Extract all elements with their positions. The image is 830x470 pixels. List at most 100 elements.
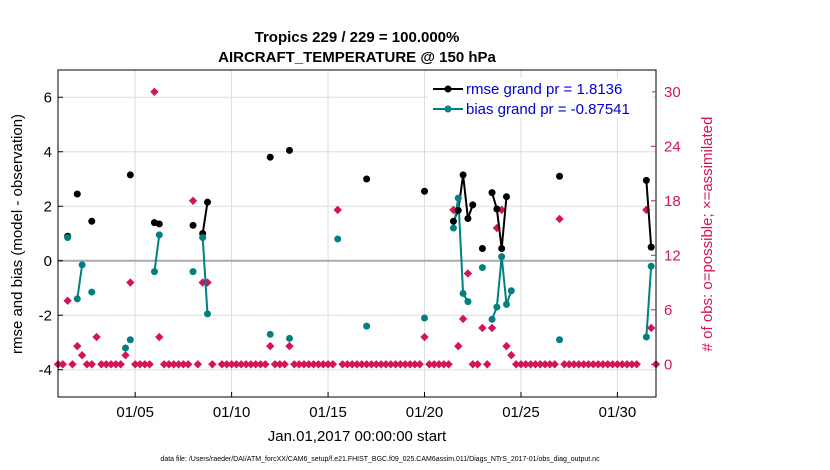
obs-count-point (319, 360, 328, 369)
bias-point (642, 333, 650, 341)
bias-point (189, 268, 197, 276)
obs-count-point (309, 360, 318, 369)
obs-count-point (372, 360, 381, 369)
rmse-point (266, 153, 274, 161)
rmse-point (469, 201, 477, 209)
obs-count-point (77, 351, 87, 360)
x-tick-label: 01/25 (502, 404, 540, 421)
obs-count-point (338, 360, 347, 369)
obs-count-point (328, 360, 338, 369)
obs-count-point (391, 360, 400, 369)
rmse-point (503, 193, 510, 201)
bias-point (266, 330, 274, 338)
rmse-point (478, 244, 486, 252)
bias-point (493, 303, 501, 311)
bias-point (503, 300, 510, 308)
obs-count-point (545, 360, 555, 369)
obs-count-point (449, 205, 458, 215)
x-tick-label: 01/05 (116, 404, 154, 421)
obs-count-point (420, 332, 429, 342)
rmse-point (493, 205, 501, 213)
bias-line-segment (76, 264, 84, 300)
bias-point (459, 289, 467, 297)
obs-count-point (603, 360, 612, 369)
obs-count-point (193, 360, 203, 369)
obs-count-point (208, 360, 217, 369)
obs-count-point (386, 360, 395, 369)
obs-count-point (222, 360, 231, 369)
obs-count-point (261, 360, 270, 369)
series-markers (64, 146, 655, 352)
rmse-point (454, 206, 462, 214)
obs-count-point (598, 360, 608, 369)
obs-count-point (574, 360, 584, 369)
rmse-point (464, 215, 472, 223)
bias-point (64, 234, 72, 242)
obs-count-point (415, 360, 424, 369)
obs-count-point (526, 360, 535, 369)
obs-count-point (463, 269, 473, 278)
obs-count-point (396, 360, 405, 369)
obs-count-point (159, 360, 169, 369)
obs-count-point (521, 360, 530, 369)
bias-line-segment (452, 197, 469, 303)
obs-count-point (511, 360, 521, 369)
obs-count-point (593, 360, 603, 369)
obs-count-point (444, 360, 453, 369)
obs-count-point (256, 360, 265, 369)
obs-count-point (82, 360, 92, 369)
rmse-line-segment (645, 180, 653, 248)
y-right-axis-ticks: 0 6 12 18 24 30 (651, 84, 681, 373)
legend: rmse grand pr = 1.8136 bias grand pr = -… (428, 78, 652, 118)
rmse-point (647, 243, 655, 251)
obs-count-point (92, 332, 101, 342)
obs-count-point (145, 360, 154, 369)
obs-count-point (579, 360, 588, 369)
obs-count-point (121, 351, 130, 360)
obs-count-point (97, 360, 106, 369)
obs-count-point (618, 360, 627, 369)
obs-count-point (68, 360, 77, 369)
obs-count-point (468, 360, 477, 369)
obs-count-point (135, 360, 145, 369)
rmse-point (459, 171, 467, 179)
y-right-tick-label: 12 (664, 247, 681, 264)
obs-count-point (251, 360, 260, 369)
obs-count-point (454, 341, 463, 351)
x-axis-label: Jan.01,2017 00:00:00 start (268, 428, 447, 445)
obs-count-point (627, 360, 637, 369)
obs-count-point (439, 360, 449, 369)
rmse-point (189, 221, 197, 229)
x-tick-label: 01/30 (599, 404, 637, 421)
y-right-tick-label: 18 (664, 193, 681, 210)
y-right-axis-label: # of obs: o=possible; ×=assimilated (699, 117, 716, 352)
legend-rmse-marker (444, 85, 452, 93)
obs-count-point (241, 360, 251, 369)
obs-count-point (507, 351, 516, 360)
bias-point (421, 314, 429, 322)
legend-bias-marker (444, 105, 452, 113)
bias-point (478, 264, 486, 272)
legend-box (428, 78, 652, 118)
obs-count-point (622, 360, 632, 369)
obs-count-point (155, 332, 164, 342)
bias-point (73, 295, 81, 303)
x-tick-label: 01/10 (213, 404, 251, 421)
obs-count-point (502, 341, 511, 351)
obs-count-point (285, 341, 294, 351)
y-right-tick-label: 0 (664, 356, 672, 373)
obs-count-point (540, 360, 550, 369)
obs-count-point (584, 360, 593, 369)
obs-count-point (299, 360, 309, 369)
bias-point (122, 344, 130, 352)
bias-line-segment (153, 234, 161, 272)
obs-count-point (126, 278, 135, 287)
bias-line-segment (645, 266, 653, 338)
rmse-point (488, 189, 496, 197)
obs-count-point (116, 360, 125, 369)
obs-count-point (646, 323, 656, 333)
obs-count-point (516, 360, 526, 369)
y-left-tick-label: 6 (44, 89, 52, 106)
y-right-tick-label: 24 (664, 138, 681, 155)
obs-count-point (188, 196, 198, 205)
